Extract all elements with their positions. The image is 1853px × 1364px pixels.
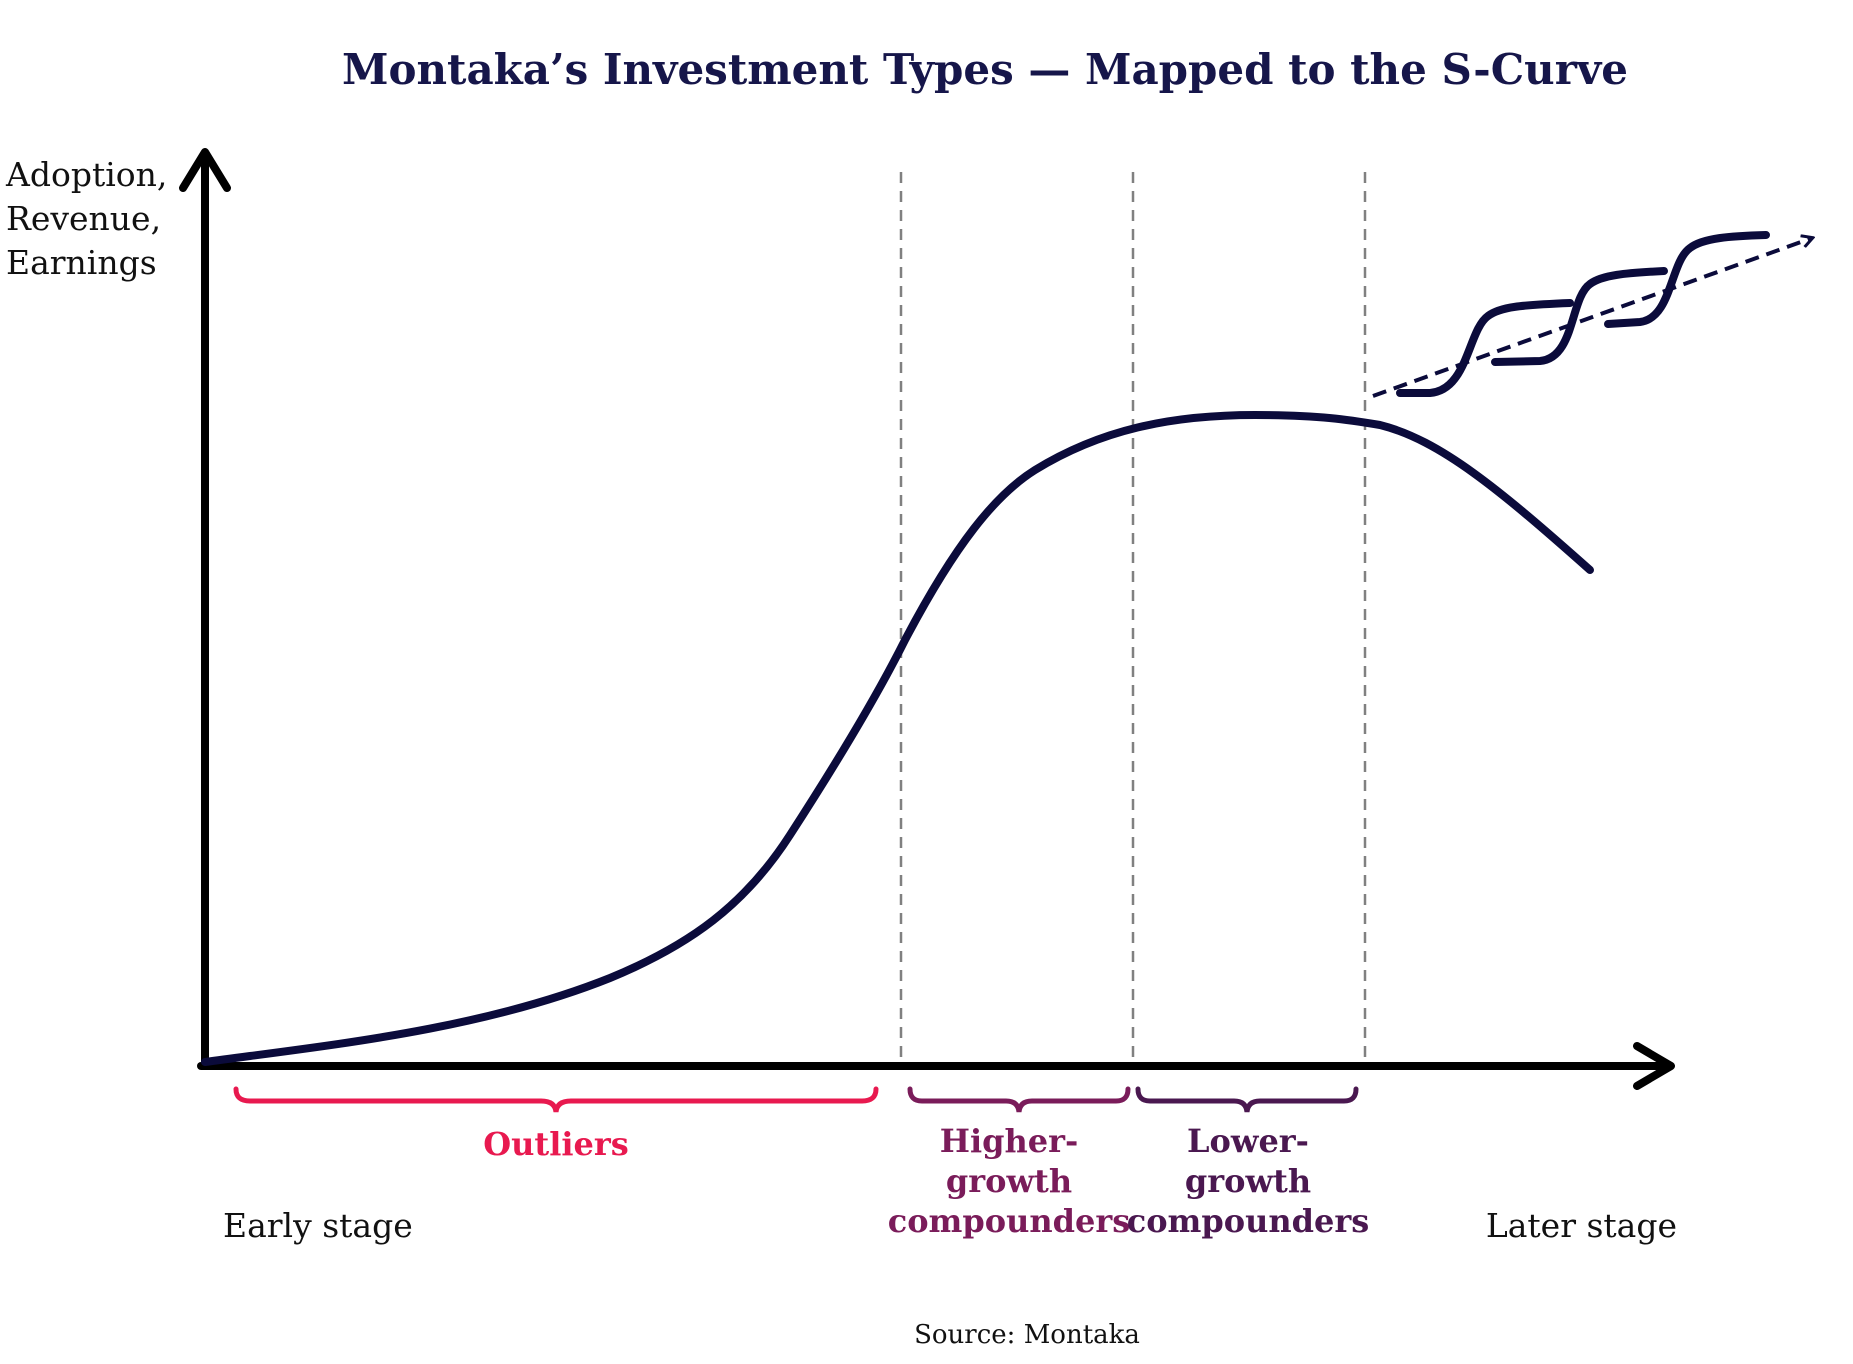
y-axis-label-line-1: Adoption, [5,155,167,194]
segment-label-higher-growth: Higher- growth compounders [888,1122,1131,1240]
segment-label-lower-growth: Lower- growth compounders [1127,1122,1370,1240]
renewal-s-curve-3 [1604,231,1770,328]
outliers-brace [233,1086,879,1113]
y-axis-label-line-3: Earnings [6,243,157,282]
higher-growth-line-1: Higher- [940,1122,1079,1160]
s-curve-line [201,411,1594,1066]
y-axis-label: Adoption, Revenue, Earnings [5,155,167,282]
lower-growth-line-2: growth [1185,1162,1311,1200]
lower-growth-line-1: Lower- [1187,1122,1309,1160]
segment-label-outliers: Outliers [483,1125,628,1163]
early-stage-label: Early stage [223,1206,413,1245]
renewal-s-curves [1396,231,1770,397]
lower-growth-line-3: compounders [1127,1202,1370,1240]
x-axis-arrowhead [1633,1042,1675,1090]
higher-growth-line-2: growth [946,1162,1072,1200]
lower-growth-brace [1135,1086,1359,1113]
y-axis-label-line-2: Revenue, [6,199,161,238]
diagram-title: Montaka’s Investment Types — Mapped to t… [342,45,1628,94]
y-axis-arrowhead [179,148,231,192]
later-stage-label: Later stage [1486,1206,1677,1245]
trend-dashed-arrow [1372,238,1812,398]
higher-growth-brace [907,1086,1131,1113]
higher-growth-line-3: compounders [888,1202,1131,1240]
renewal-s-curve-1 [1396,299,1574,397]
source-note: Source: Montaka [914,1320,1140,1350]
renewal-s-curve-2 [1491,267,1668,366]
